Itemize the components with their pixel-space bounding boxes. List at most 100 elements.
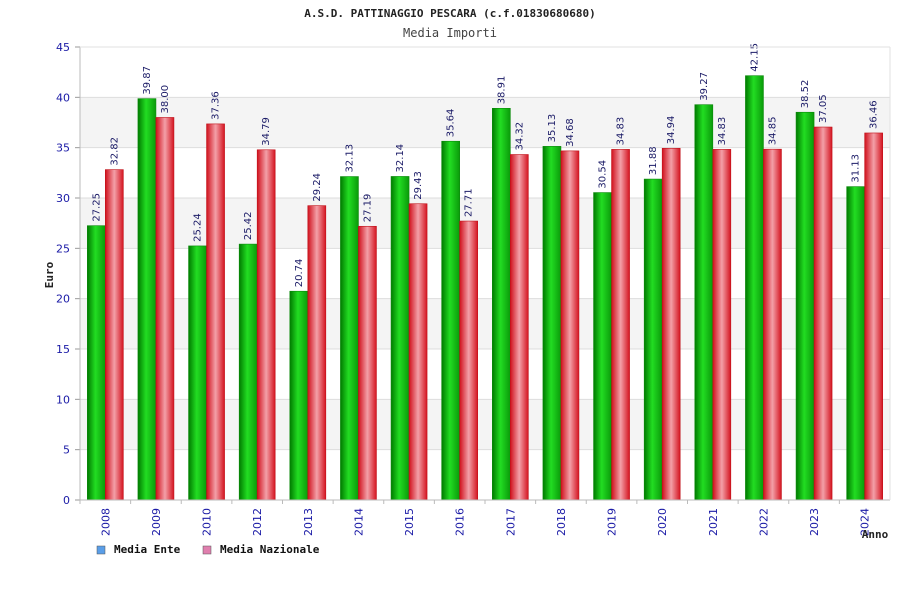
bar-media-ente: [289, 290, 309, 501]
legend-swatch-media-ente: [96, 545, 106, 555]
bar-media-ente: [795, 111, 815, 501]
data-label: 32.82: [109, 137, 120, 166]
x-tick-label: 2009: [150, 508, 163, 536]
bar-media-ente: [238, 243, 258, 501]
bar-media-nazionale: [510, 154, 529, 501]
x-tick-label: 2015: [403, 508, 416, 536]
data-label: 32.14: [395, 144, 406, 173]
bar-media-nazionale: [813, 126, 833, 501]
data-label: 34.85: [767, 117, 778, 146]
y-tick-label: 0: [63, 494, 70, 507]
data-label: 29.43: [413, 171, 424, 200]
y-tick-label: 5: [63, 444, 70, 457]
bar-media-nazionale: [864, 132, 883, 501]
bar-media-nazionale: [358, 225, 377, 501]
x-tick-label: 2010: [201, 508, 214, 536]
bar-media-nazionale: [611, 149, 630, 501]
bar-media-ente: [846, 186, 865, 501]
data-label: 37.36: [211, 91, 222, 120]
bar-media-ente: [390, 176, 410, 501]
x-tick-label: 2021: [707, 508, 720, 536]
data-label: 34.68: [565, 118, 576, 147]
bar-media-nazionale: [256, 149, 276, 501]
bars: [87, 75, 883, 501]
x-tick-label: 2020: [656, 508, 669, 536]
data-label: 36.46: [869, 100, 880, 129]
bar-media-ente: [593, 192, 612, 501]
chart-subtitle: Media Importi: [403, 26, 497, 40]
bar-media-nazionale: [105, 169, 124, 501]
bar-media-ente: [441, 140, 460, 501]
x-tick-label: 2024: [859, 508, 872, 536]
x-tick-label: 2023: [808, 508, 821, 536]
y-tick-label: 15: [56, 343, 70, 356]
legend-label-media-nazionale: Media Nazionale: [220, 543, 320, 556]
data-label: 35.64: [446, 109, 457, 138]
bar-media-nazionale: [661, 147, 681, 501]
x-tick-label: 2014: [352, 508, 365, 536]
bar-media-ente: [188, 245, 207, 501]
axes: 0 5 10 15 20 25 30 35 40 45 2008 2009 2010 2012 2013 20…: [56, 41, 891, 536]
bar-media-ente: [492, 108, 511, 501]
data-label: 39.27: [699, 72, 710, 101]
data-label: 37.05: [818, 94, 829, 123]
bar-media-nazionale: [155, 117, 175, 501]
bar-media-nazionale: [763, 148, 782, 501]
x-tick-label: 2013: [302, 508, 315, 536]
data-label: 34.32: [514, 122, 525, 151]
y-tick-label: 20: [56, 293, 70, 306]
y-axis-label: Euro: [43, 261, 56, 288]
x-tick-label: 2017: [504, 508, 517, 536]
value-labels: 27.25 32.82 39.87 38.00 25.24 37.36 25.42 34.79…: [91, 43, 879, 287]
bar-media-ente: [340, 176, 359, 501]
bar-media-ente: [542, 146, 562, 501]
data-label: 27.71: [464, 188, 475, 217]
x-tick-label: 2022: [757, 508, 770, 536]
data-label: 30.54: [598, 160, 609, 189]
bar-media-nazionale: [307, 205, 327, 501]
x-tick-label: 2016: [454, 508, 467, 536]
x-tick-label: 2018: [555, 508, 568, 536]
data-label: 27.19: [362, 194, 373, 223]
data-label: 34.79: [261, 117, 272, 146]
bar-media-ente: [745, 75, 764, 501]
data-label: 38.91: [496, 76, 507, 105]
x-tick-label: 2012: [251, 508, 264, 536]
legend-swatch-media-nazionale: [202, 545, 212, 555]
bar-media-ente: [643, 178, 663, 501]
bar-media-nazionale: [459, 220, 478, 501]
y-tick-label: 35: [56, 142, 70, 155]
data-label: 39.87: [142, 66, 153, 95]
y-tick-label: 25: [56, 242, 70, 255]
x-axis-label: Anno: [862, 528, 889, 541]
bar-media-nazionale: [408, 203, 428, 501]
data-label: 25.42: [243, 211, 254, 240]
data-label: 25.24: [193, 213, 204, 242]
bar-media-nazionale: [206, 123, 225, 501]
bar-media-ente: [87, 225, 106, 501]
bar-media-nazionale: [560, 150, 580, 501]
bar-media-ente: [694, 104, 714, 501]
y-tick-label: 10: [56, 393, 70, 406]
y-tick-label: 30: [56, 192, 70, 205]
y-tick-label: 45: [56, 41, 70, 54]
data-label: 34.83: [616, 117, 627, 146]
data-label: 32.13: [344, 144, 355, 173]
legend-label-media-ente: Media Ente: [114, 543, 181, 556]
chart-title: A.S.D. PATTINAGGIO PESCARA (c.f.01830680…: [304, 7, 595, 20]
data-label: 27.25: [91, 193, 102, 222]
data-label: 31.13: [851, 154, 862, 183]
data-label: 20.74: [294, 259, 305, 288]
y-tick-label: 40: [56, 91, 70, 104]
x-tick-label: 2008: [99, 508, 112, 536]
data-label: 35.13: [547, 114, 558, 143]
data-label: 38.00: [160, 85, 171, 114]
x-tick-label: 2019: [606, 508, 619, 536]
data-label: 29.24: [312, 173, 323, 202]
data-label: 42.15: [749, 43, 760, 72]
data-label: 34.94: [666, 116, 677, 145]
data-label: 31.88: [648, 146, 659, 175]
bar-media-nazionale: [712, 149, 732, 501]
bar-media-ente: [137, 98, 157, 501]
